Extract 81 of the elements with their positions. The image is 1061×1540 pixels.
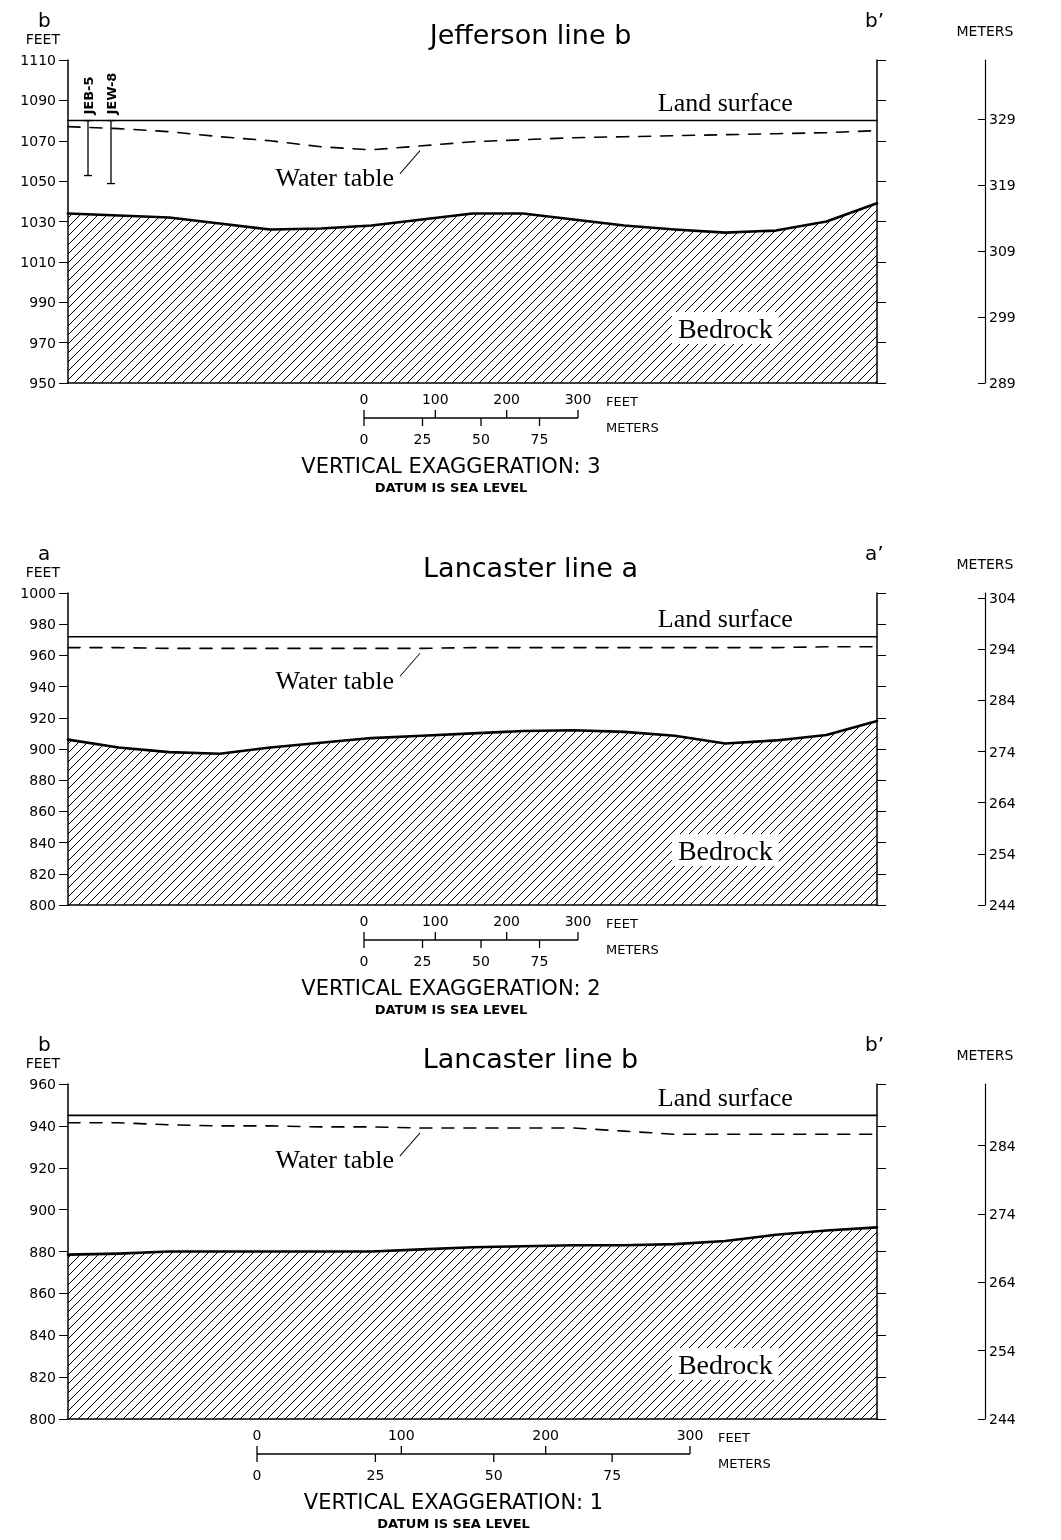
legend-label: Water table [275, 1145, 394, 1175]
series-label: Land surface [657, 88, 793, 118]
y-tick-label: 860 [29, 1285, 56, 1302]
chart-title: Jefferson line b [427, 19, 632, 50]
y-tick-label: 820 [29, 865, 56, 882]
y2-tick-label: 264 [989, 1274, 1016, 1291]
series-label: Bedrock [677, 834, 773, 866]
y-axis-title: FEET [25, 31, 61, 47]
y-tick-label: 960 [29, 647, 56, 664]
y-tick-label: 940 [29, 1117, 56, 1134]
y-tick-label: 1050 [20, 173, 56, 190]
text: b [38, 8, 51, 32]
legend-label: Water table [275, 163, 394, 193]
y2-tick-label: 274 [989, 1205, 1016, 1222]
y-tick-label: 900 [29, 1201, 56, 1218]
y-tick-label: 920 [29, 1159, 56, 1176]
y2-tick-label: 284 [989, 692, 1016, 709]
y-tick-label: 920 [29, 709, 56, 726]
y2-tick-label: 254 [989, 845, 1016, 862]
annotation: JEW-8 [104, 72, 119, 116]
y-tick-label: 840 [29, 834, 56, 851]
y2-tick-label: 274 [989, 743, 1016, 760]
y2-tick-label: 294 [989, 641, 1016, 658]
y-tick-label: 1070 [20, 132, 56, 149]
y-tick-label: 960 [29, 1076, 56, 1092]
annotation: JEB-5 [81, 76, 96, 116]
y-tick-label: 1110 [20, 52, 56, 68]
y-tick-label: 990 [29, 294, 56, 311]
text: b [38, 1032, 51, 1056]
y-axis-title: FEET [25, 564, 61, 580]
y-tick-label: 980 [29, 616, 56, 633]
legend-label: Water table [275, 665, 394, 695]
scale-bar: 0 100 200 300 FEET 0 25 50 75 METERS [359, 913, 659, 969]
y2-tick-label: 299 [989, 309, 1016, 326]
y2-tick-label: 284 [989, 1137, 1016, 1154]
y-tick-label: 800 [29, 897, 56, 913]
y-tick-label: 880 [29, 1243, 56, 1260]
y-tick-label: 1010 [20, 253, 56, 270]
y-tick-label: 1090 [20, 92, 56, 109]
y-tick-label: 860 [29, 803, 56, 820]
text: DATUM IS SEA LEVEL [377, 1516, 530, 1531]
y-tick-label: 840 [29, 1327, 56, 1344]
series-label: Bedrock [677, 312, 773, 344]
scale-bar: 0 100 200 300 FEET 0 25 50 75 METERS [252, 1427, 771, 1483]
text: b’ [865, 1032, 885, 1056]
y-tick-label: 970 [29, 334, 56, 351]
text: VERTICAL EXAGGERATION: 2 [301, 976, 601, 1000]
y2-axis-title: METERS [956, 1047, 1014, 1063]
y2-axis-title: METERS [956, 23, 1014, 39]
y2-tick-label: 304 [989, 590, 1016, 607]
y-tick-label: 820 [29, 1369, 56, 1386]
y2-tick-label: 244 [989, 1411, 1016, 1427]
y-tick-label: 1030 [20, 213, 56, 230]
text: DATUM IS SEA LEVEL [374, 480, 528, 495]
text: b’ [865, 8, 885, 32]
text: VERTICAL EXAGGERATION: 1 [303, 1490, 604, 1514]
y-tick-label: 950 [29, 375, 56, 391]
y2-tick-label: 309 [989, 243, 1016, 260]
y-axis-title: FEET [25, 1055, 61, 1071]
text: VERTICAL EXAGGERATION: 3 [301, 454, 601, 478]
y-tick-label: 900 [29, 741, 56, 757]
y2-tick-label: 329 [989, 111, 1016, 128]
y-tick-label: 800 [29, 1411, 56, 1427]
y2-tick-label: 254 [989, 1342, 1016, 1359]
text: a [38, 541, 51, 565]
text: a’ [865, 541, 884, 565]
y2-tick-label: 244 [989, 897, 1016, 913]
y2-tick-label: 319 [989, 177, 1016, 194]
text: DATUM IS SEA LEVEL [374, 1002, 528, 1017]
chart-title: Lancaster line a [423, 552, 638, 583]
chart-title: Lancaster line b [422, 1043, 639, 1074]
y2-axis-title: METERS [956, 556, 1014, 572]
series-label: Land surface [657, 604, 793, 634]
y2-tick-label: 289 [989, 375, 1016, 391]
y-tick-label: 940 [29, 678, 56, 695]
series-label: Bedrock [677, 1348, 773, 1380]
series-label: Land surface [657, 1082, 793, 1112]
y2-tick-label: 264 [989, 794, 1016, 811]
y-tick-label: 880 [29, 772, 56, 789]
y-tick-label: 1000 [20, 585, 56, 601]
scale-bar: 0 100 200 300 FEET 0 25 50 75 METERS [359, 391, 659, 447]
